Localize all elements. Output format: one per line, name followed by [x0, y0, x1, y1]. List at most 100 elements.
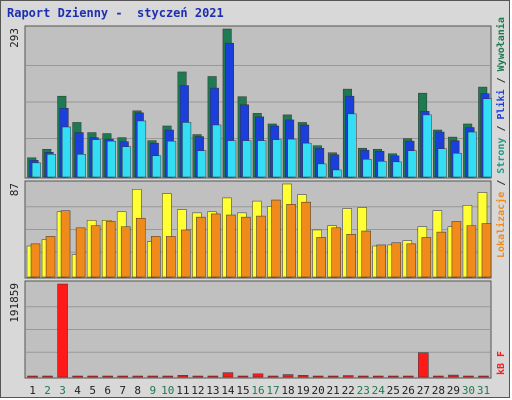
- bar-hits-strony-day-20: [317, 163, 327, 178]
- bar-visits-lokalizacje-day-11: [181, 229, 191, 278]
- bar-visits-lokalizacje-day-15: [241, 216, 251, 278]
- bar-kbytes-kbf-day-2: [42, 375, 53, 378]
- side-legend-item: kB F: [496, 351, 507, 375]
- bar-kbytes-kbf-day-15: [237, 375, 249, 378]
- bar-visits-lokalizacje-day-20: [316, 237, 326, 278]
- bar-visits-lokalizacje-day-1: [30, 243, 41, 278]
- bar-visits-lokalizacje-day-30: [466, 225, 477, 278]
- bar-hits-strony-day-30: [467, 131, 477, 178]
- bar-kbytes-kbf-day-30: [463, 375, 474, 378]
- bar-hits-strony-day-29: [452, 153, 462, 178]
- bar-kbytes-kbf-day-9: [147, 375, 159, 378]
- bar-visits-lokalizacje-day-18: [286, 204, 296, 278]
- x-tick-label-day-28: 28: [432, 384, 445, 397]
- bar-hits-strony-day-7: [122, 146, 132, 178]
- bar-kbytes-kbf-day-23: [357, 375, 369, 378]
- x-tick-label-day-21: 21: [327, 384, 340, 397]
- bar-hits-strony-day-17: [272, 139, 282, 178]
- bar-hits-strony-day-25: [392, 161, 402, 178]
- bar-hits-strony-day-26: [407, 150, 417, 178]
- x-tick-label-day-27: 27: [417, 384, 430, 397]
- bar-hits-strony-day-8: [137, 120, 147, 178]
- x-tick-label-day-3: 3: [59, 384, 66, 397]
- bar-visits-lokalizacje-day-4: [75, 227, 86, 278]
- bar-kbytes-kbf-day-26: [403, 375, 414, 378]
- bar-hits-strony-day-6: [107, 140, 117, 178]
- x-tick-label-day-6: 6: [104, 384, 111, 397]
- bar-visits-lokalizacje-day-9: [151, 236, 161, 278]
- bar-visits-lokalizacje-day-14: [226, 214, 236, 278]
- x-tick-label-day-16: 16: [251, 384, 264, 397]
- bar-visits-lokalizacje-day-7: [120, 226, 131, 278]
- bar-kbytes-kbf-day-29: [448, 374, 459, 378]
- bar-hits-strony-day-19: [302, 142, 312, 178]
- x-tick-label-day-12: 12: [191, 384, 204, 397]
- bar-kbytes-kbf-day-13: [207, 375, 219, 378]
- x-tick-label-day-11: 11: [176, 384, 189, 397]
- x-tick-label-day-15: 15: [236, 384, 249, 397]
- bar-hits-strony-day-1: [31, 162, 41, 178]
- bar-hits-strony-day-24: [377, 161, 387, 178]
- side-legend: Lokalizacje / Strony / Pliki / Wywołania: [495, 17, 507, 258]
- side-legend-item: /: [496, 174, 507, 192]
- bar-kbytes-kbf-day-12: [192, 375, 204, 378]
- bar-kbytes-kbf-day-18: [282, 374, 294, 378]
- bar-visits-lokalizacje-day-19: [301, 201, 311, 278]
- bar-visits-lokalizacje-day-8: [135, 217, 146, 278]
- bar-kbytes-kbf-day-28: [433, 375, 444, 378]
- bar-hits-strony-day-13: [212, 124, 222, 178]
- bar-visits-lokalizacje-day-27: [421, 237, 432, 278]
- x-tick-label-day-8: 8: [134, 384, 141, 397]
- bar-visits-lokalizacje-day-6: [105, 221, 116, 278]
- bar-hits-strony-day-3: [61, 126, 71, 178]
- bar-hits-strony-day-28: [437, 148, 447, 178]
- panel-kbytes-max-label: 191859: [8, 283, 21, 323]
- bar-kbytes-kbf-day-1: [27, 375, 38, 378]
- x-tick-label-day-19: 19: [296, 384, 309, 397]
- x-tick-label-day-1: 1: [29, 384, 36, 397]
- x-tick-label-day-2: 2: [44, 384, 51, 397]
- bar-kbytes-kbf-day-21: [327, 375, 339, 378]
- x-tick-label-day-22: 22: [342, 384, 355, 397]
- bar-hits-strony-day-27: [422, 114, 432, 178]
- bar-hits-strony-day-22: [347, 113, 357, 178]
- x-tick-label-day-13: 13: [206, 384, 219, 397]
- bar-visits-lokalizacje-day-26: [406, 243, 417, 278]
- bar-visits-lokalizacje-day-24: [376, 244, 386, 278]
- bar-kbytes-kbf-day-6: [102, 375, 113, 378]
- side-legend-item: Wywołania: [495, 17, 507, 71]
- bar-visits-lokalizacje-day-25: [391, 242, 402, 278]
- x-tick-label-day-31: 31: [477, 384, 490, 397]
- side-legend-item: /: [496, 120, 507, 138]
- x-tick-label-day-14: 14: [221, 384, 235, 397]
- bar-kbytes-kbf-day-8: [132, 375, 143, 378]
- x-tick-label-day-24: 24: [372, 384, 386, 397]
- bar-kbytes-kbf-day-16: [252, 373, 264, 378]
- bar-hits-strony-day-14: [227, 140, 237, 178]
- panel-hits-max-label: 293: [8, 28, 21, 48]
- x-tick-label-day-18: 18: [281, 384, 294, 397]
- bar-visits-lokalizacje-day-31: [481, 223, 492, 278]
- bar-visits-lokalizacje-day-17: [271, 199, 281, 278]
- bar-visits-lokalizacje-day-13: [211, 213, 221, 278]
- bar-visits-lokalizacje-day-29: [451, 221, 462, 278]
- bar-visits-lokalizacje-day-23: [361, 230, 371, 278]
- bar-kbytes-kbf-day-11: [177, 375, 189, 378]
- bar-kbytes-kbf-day-7: [117, 375, 128, 378]
- x-tick-label-day-20: 20: [312, 384, 325, 397]
- panel-visits-max-label: 87: [8, 183, 21, 196]
- bar-visits-lokalizacje-day-12: [196, 216, 206, 278]
- bar-hits-strony-day-11: [182, 122, 192, 178]
- bar-kbytes-kbf-day-5: [87, 375, 98, 378]
- bar-hits-strony-day-31: [482, 98, 492, 178]
- bar-kbytes-kbf-day-31: [478, 375, 489, 378]
- bar-kbytes-kbf-day-27: [418, 352, 429, 378]
- page-title: Raport Dzienny - styczeń 2021: [7, 6, 224, 20]
- side-legend-item: Strony: [496, 138, 507, 174]
- x-tick-label-day-23: 23: [357, 384, 370, 397]
- x-tick-label-day-25: 25: [387, 384, 400, 397]
- x-tick-label-day-5: 5: [89, 384, 96, 397]
- bar-hits-strony-day-10: [167, 140, 177, 178]
